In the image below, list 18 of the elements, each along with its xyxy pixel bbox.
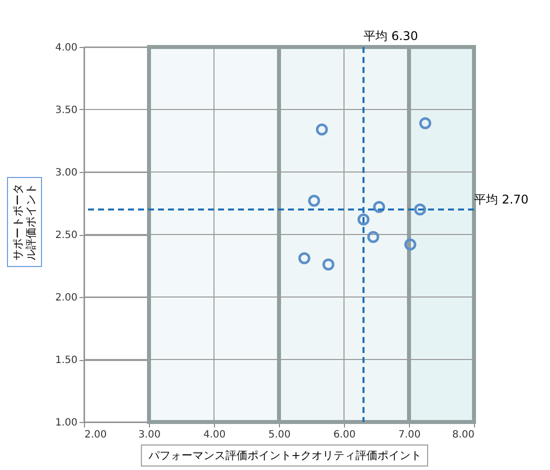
x-tick-label: 7.00 — [398, 430, 421, 440]
y-tick-label: 4.00 — [55, 42, 78, 54]
y-axis-title: サポートポータル評価ポイント — [12, 184, 38, 260]
y-tick-label: 3.00 — [55, 168, 78, 178]
y-tick-label: 2.50 — [55, 230, 78, 241]
x-tick-label: 8.00 — [452, 430, 474, 440]
ref-line-label: 平均 6.30 — [364, 29, 418, 43]
y-tick-label: 2.00 — [55, 292, 78, 304]
y-tick-label: 1.50 — [55, 355, 78, 366]
ref-line-label: 平均 2.70 — [474, 192, 529, 206]
x-tick-label: 5.00 — [268, 430, 291, 440]
x-tick-label: 3.00 — [138, 430, 161, 440]
x-tick-label: 2.00 — [84, 430, 107, 440]
x-tick-label: 6.00 — [333, 430, 356, 440]
y-tick-label: 1.00 — [55, 418, 78, 428]
y-tick-label: 3.50 — [55, 105, 78, 116]
x-axis-title: パフォーマンス評価ポイント+クオリティ評価ポイント — [147, 449, 422, 462]
x-tick-label: 4.00 — [203, 430, 226, 440]
